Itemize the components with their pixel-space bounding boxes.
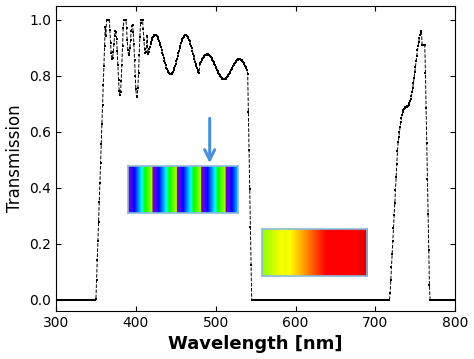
Y-axis label: Transmission: Transmission — [6, 104, 24, 212]
X-axis label: Wavelength [nm]: Wavelength [nm] — [168, 335, 343, 354]
